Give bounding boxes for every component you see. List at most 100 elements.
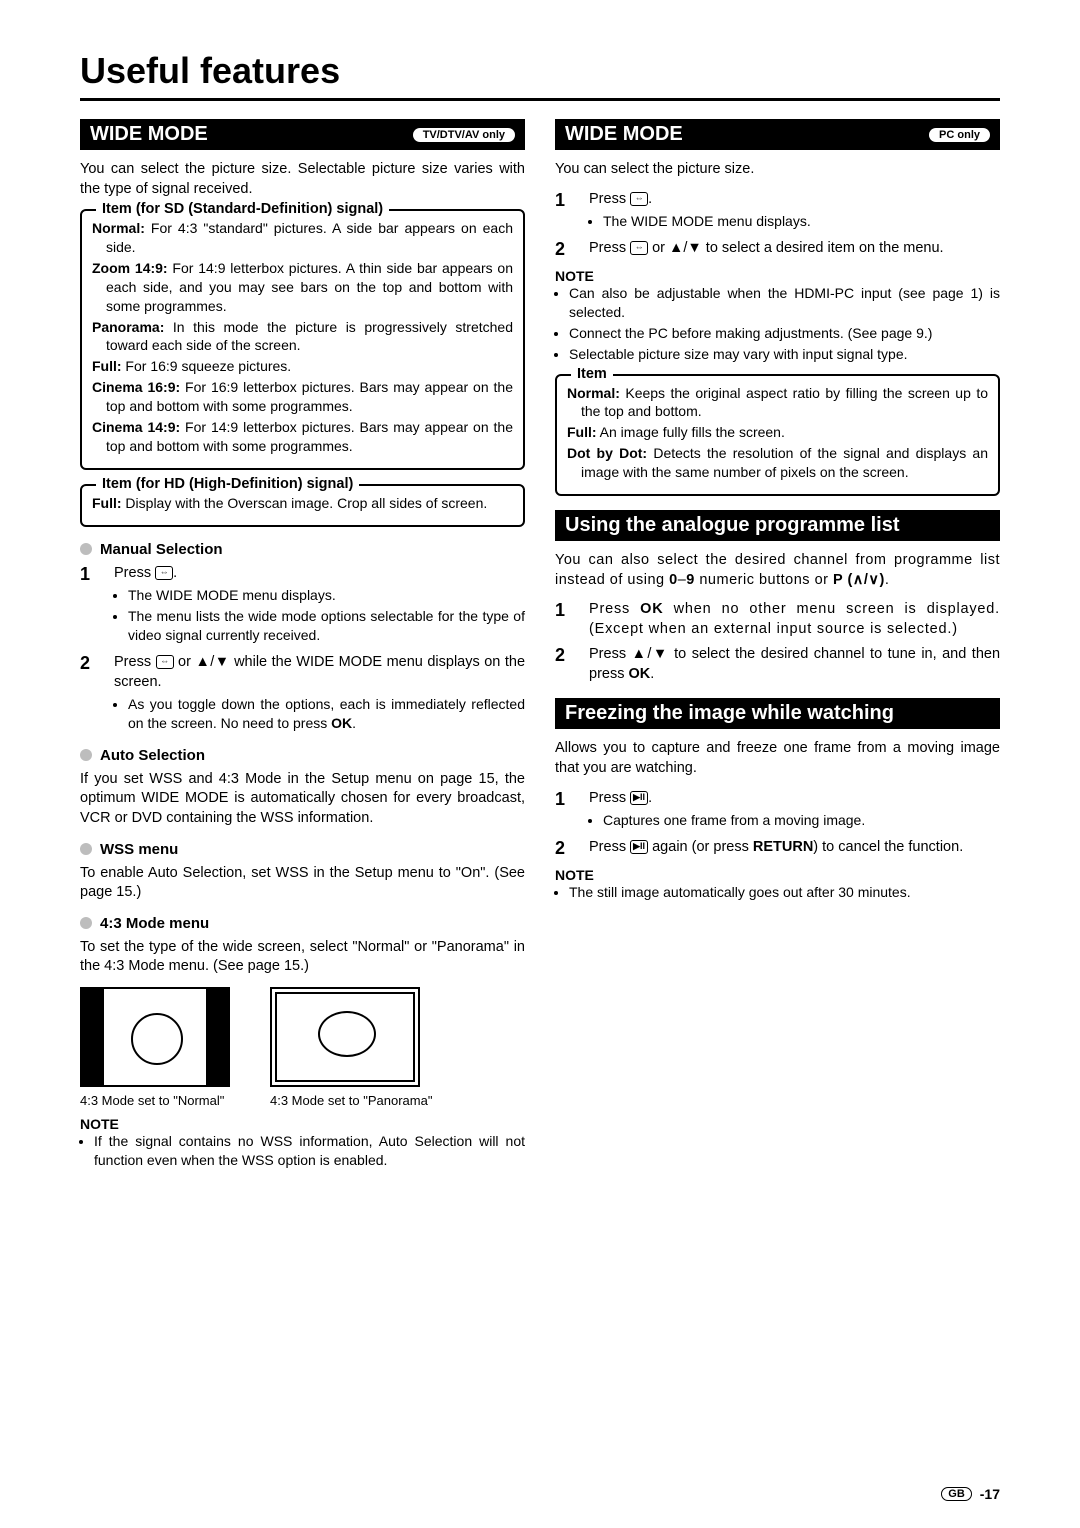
sd-normal-text: For 4:3 "standard" pictures. A side bar … [106,220,513,255]
normal-mode-diagram [80,987,230,1087]
note-bullet: The still image automatically goes out a… [569,883,1000,902]
section-title: WIDE MODE [90,123,208,146]
sd-zoom-term: Zoom 14:9: [92,260,168,276]
pc-only-badge: PC only [929,128,990,142]
note-heading: NOTE [555,867,1000,883]
step-text: Press [114,565,155,581]
note-heading: NOTE [555,268,1000,284]
freeze-button-icon: ▶II [630,791,648,805]
hd-legend: Item (for HD (High-Definition) signal) [96,476,359,492]
item-legend: Item [571,366,613,382]
item-normal-text: Keeps the original aspect ratio by filli… [581,385,988,420]
step-text: Press [589,191,630,207]
freeze-header: Freezing the image while watching [555,698,1000,729]
freeze-button-icon: ▶II [630,840,648,854]
up-down-arrow-icon: ▲/▼ [632,646,669,662]
sd-c169-term: Cinema 16:9: [92,379,180,395]
right-column: WIDE MODE PC only You can select the pic… [555,119,1000,1172]
left-column: WIDE MODE TV/DTV/AV only You can select … [80,119,525,1172]
page-footer: GB -17 [941,1486,1000,1502]
item-fieldset: Item Normal: Keeps the original aspect r… [555,374,1000,496]
diagram-caption: 4:3 Mode set to "Normal" [80,1093,230,1108]
sd-full-text: For 16:9 squeeze pictures. [122,358,292,374]
step-text: Press [114,654,156,670]
auto-selection-heading: Auto Selection [80,747,525,764]
wss-menu-text: To enable Auto Selection, set WSS in the… [80,864,525,903]
step-number: 2 [80,653,102,735]
ratio-mode-heading: 4:3 Mode menu [80,915,525,932]
page-title: Useful features [80,50,1000,101]
step-text: or [174,654,196,670]
manual-step-2: 2 Press ⇔ or ▲/▼ while the WIDE MODE men… [80,653,525,735]
step-number: 2 [555,645,577,684]
tv-dtv-av-badge: TV/DTV/AV only [413,128,515,142]
note-bullet: Selectable picture size may vary with in… [569,345,1000,364]
note-bullet: If the signal contains no WSS informatio… [94,1132,525,1170]
pc-step-2: 2 Press ⇔ or ▲/▼ to select a desired ite… [555,239,1000,260]
sd-panorama-term: Panorama: [92,319,164,335]
item-dot-term: Dot by Dot: [567,445,647,461]
section-title: Using the analogue programme list [565,514,900,537]
sd-panorama-text: In this mode the picture is progressivel… [106,319,513,354]
wide-mode-button-icon: ⇔ [630,192,648,206]
two-column-layout: WIDE MODE TV/DTV/AV only You can select … [80,119,1000,1172]
step-number: 1 [555,600,577,639]
note-bullet: Connect the PC before making adjustments… [569,324,1000,343]
freeze-step-1: 1 Press ▶II. Captures one frame from a m… [555,789,1000,832]
sd-normal-term: Normal: [92,220,145,236]
wide-mode-header-right: WIDE MODE PC only [555,119,1000,150]
bullet: As you toggle down the options, each is … [128,695,525,733]
up-down-arrow-icon: ▲/▼ [669,240,702,256]
analogue-list-header: Using the analogue programme list [555,510,1000,541]
manual-step-1: 1 Press ⇔. The WIDE MODE menu displays. … [80,564,525,647]
region-badge: GB [941,1487,972,1501]
mode-diagrams: 4:3 Mode set to "Normal" 4:3 Mode set to… [80,987,525,1108]
prog-step-2: 2 Press ▲/▼ to select the desired channe… [555,645,1000,684]
bullet: The WIDE MODE menu displays. [128,586,525,605]
sd-c149-term: Cinema 14:9: [92,419,180,435]
wide-mode-button-icon: ⇔ [630,241,648,255]
item-full-term: Full: [567,424,597,440]
wide-mode-button-icon: ⇔ [155,566,173,580]
intro-text: You can select the picture size. [555,160,1000,180]
channel-up-down-icon: ∧/∨ [853,572,880,588]
prog-step-1: 1 Press OK when no other menu screen is … [555,600,1000,639]
freeze-step-2: 2 Press ▶II again (or press RETURN) to c… [555,838,1000,859]
step-text: . [173,565,177,581]
item-full-text: An image fully fills the screen. [597,424,785,440]
manual-selection-heading: Manual Selection [80,541,525,558]
sd-legend: Item (for SD (Standard-Definition) signa… [96,201,389,217]
auto-selection-text: If you set WSS and 4:3 Mode in the Setup… [80,770,525,829]
hd-full-text: Display with the Overscan image. Crop al… [122,495,488,511]
step-text: to select a desired item on the menu. [702,240,944,256]
step-number: 2 [555,239,577,260]
step-text: Press [589,240,630,256]
pc-step-1: 1 Press ⇔. The WIDE MODE menu displays. [555,190,1000,233]
sd-fieldset: Item (for SD (Standard-Definition) signa… [80,209,525,470]
bullet: Captures one frame from a moving image. [603,811,1000,830]
step-number: 1 [555,789,577,832]
step-number: 1 [80,564,102,647]
page-number: -17 [980,1486,1000,1502]
step-text: . [648,191,652,207]
step-number: 2 [555,838,577,859]
note-bullet: Can also be adjustable when the HDMI-PC … [569,284,1000,322]
ratio-mode-text: To set the type of the wide screen, sele… [80,938,525,977]
panorama-mode-diagram [270,987,420,1087]
note-heading: NOTE [80,1116,525,1132]
hd-full-term: Full: [92,495,122,511]
up-down-arrow-icon: ▲/▼ [195,654,229,670]
section-title: WIDE MODE [565,123,683,146]
prog-intro: You can also select the desired channel … [555,551,1000,590]
sd-full-term: Full: [92,358,122,374]
step-number: 1 [555,190,577,233]
bullet: The WIDE MODE menu displays. [603,212,1000,231]
bullet: The menu lists the wide mode options sel… [128,607,525,645]
wide-mode-button-icon: ⇔ [156,655,174,669]
wide-mode-header-left: WIDE MODE TV/DTV/AV only [80,119,525,150]
intro-text: You can select the picture size. Selecta… [80,160,525,199]
section-title: Freezing the image while watching [565,702,894,725]
hd-fieldset: Item (for HD (High-Definition) signal) F… [80,484,525,527]
step-text: or [648,240,669,256]
wss-menu-heading: WSS menu [80,841,525,858]
